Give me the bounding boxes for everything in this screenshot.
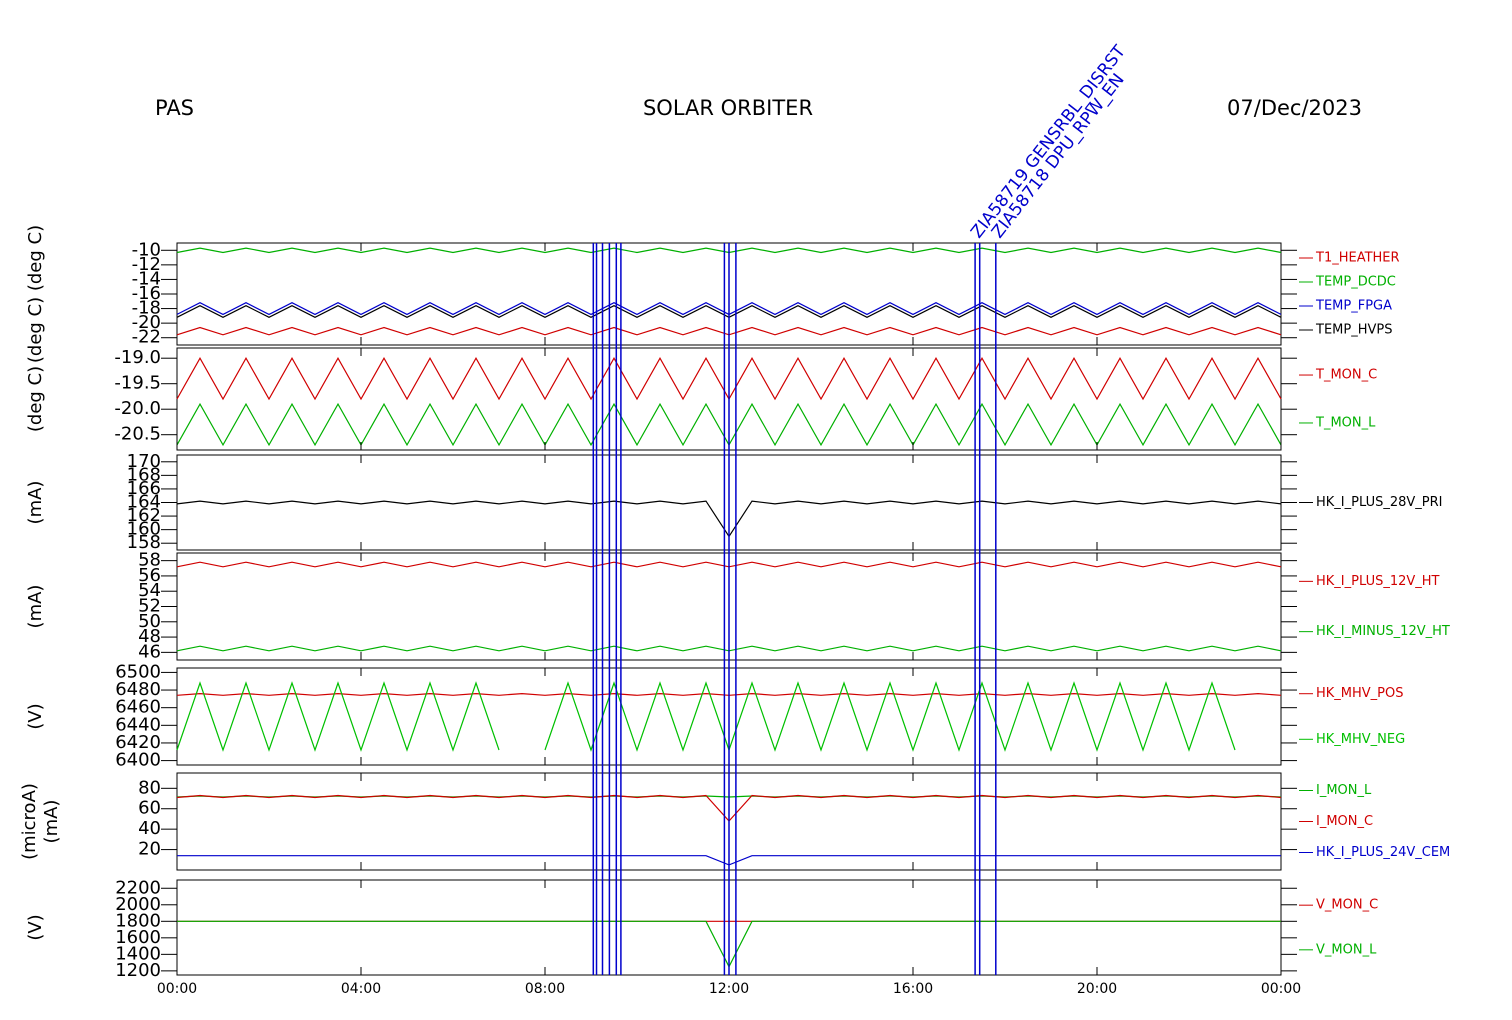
legend-label: HK_MHV_NEG bbox=[1316, 732, 1405, 747]
y-axis-label: (microA) bbox=[19, 783, 40, 860]
y-tick-label: 170 bbox=[127, 451, 161, 472]
y-axis-label: (V) bbox=[25, 914, 46, 940]
y-tick-label: 6480 bbox=[115, 679, 161, 700]
y-tick-label: 52 bbox=[138, 596, 161, 617]
y-axis-label: (deg C) (deg C) bbox=[25, 225, 46, 363]
y-tick-label: 1800 bbox=[115, 910, 161, 931]
y-tick-label: 2000 bbox=[115, 894, 161, 915]
y-axis-label: (V) bbox=[25, 703, 46, 729]
y-tick-label: 1400 bbox=[115, 943, 161, 964]
y-tick-label: 166 bbox=[127, 478, 161, 499]
legend-label: HK_I_MINUS_12V_HT bbox=[1316, 624, 1450, 639]
legend-label: HK_I_PLUS_24V_CEM bbox=[1316, 845, 1450, 860]
y-tick-label: 1200 bbox=[115, 960, 161, 981]
y-tick-label: 6500 bbox=[115, 661, 161, 682]
y-tick-label: -16 bbox=[132, 283, 161, 304]
y-tick-label: -19.5 bbox=[114, 373, 161, 394]
legend-label: T_MON_L bbox=[1315, 415, 1376, 430]
x-tick-label: 00:00 bbox=[157, 981, 197, 997]
legend-label: V_MON_C bbox=[1316, 898, 1378, 913]
x-tick-label: 16:00 bbox=[893, 981, 933, 997]
legend-label: HK_I_PLUS_28V_PRI bbox=[1316, 495, 1442, 510]
y-tick-label: 2200 bbox=[115, 877, 161, 898]
y-axis-label: (mA) bbox=[25, 481, 46, 525]
y-tick-label: -20.0 bbox=[114, 398, 161, 419]
y-tick-label: 46 bbox=[138, 641, 161, 662]
y-tick-label: 80 bbox=[138, 777, 161, 798]
y-axis-label: (mA) bbox=[25, 585, 46, 629]
x-tick-label: 08:00 bbox=[525, 981, 565, 997]
x-tick-label: 04:00 bbox=[341, 981, 381, 997]
y-tick-label: 56 bbox=[138, 565, 161, 586]
y-tick-label: 60 bbox=[138, 798, 161, 819]
legend-label: TEMP_FPGA bbox=[1315, 299, 1392, 314]
y-tick-label: -18 bbox=[132, 298, 161, 319]
header-center: SOLAR ORBITER bbox=[643, 96, 813, 120]
y-axis-label: (deg C) bbox=[25, 366, 46, 432]
x-tick-label: 20:00 bbox=[1077, 981, 1117, 997]
y-tick-label: -12 bbox=[132, 254, 161, 275]
x-tick-label: 12:00 bbox=[709, 981, 749, 997]
y-tick-label: 20 bbox=[138, 839, 161, 860]
y-tick-label: 6460 bbox=[115, 697, 161, 718]
y-tick-label: 1600 bbox=[115, 927, 161, 948]
legend-label: T_MON_C bbox=[1315, 368, 1377, 383]
y-axis-label: (mA) bbox=[41, 800, 62, 844]
legend-label: I_MON_C bbox=[1316, 814, 1373, 829]
event-annotation: ZIA58718 DPU_RPW_EN bbox=[988, 70, 1129, 242]
y-tick-label: -20.5 bbox=[114, 424, 161, 445]
y-tick-label: -14 bbox=[132, 268, 161, 289]
legend-label: T1_HEATHER bbox=[1315, 251, 1400, 266]
y-tick-label: 164 bbox=[127, 492, 161, 513]
y-tick-label: 6440 bbox=[115, 714, 161, 735]
y-tick-label: -10 bbox=[132, 239, 161, 260]
y-tick-label: 162 bbox=[127, 505, 161, 526]
y-tick-label: -22 bbox=[132, 327, 161, 348]
legend-label: I_MON_L bbox=[1316, 783, 1372, 798]
header-left: PAS bbox=[155, 96, 194, 120]
header-right: 07/Dec/2023 bbox=[1227, 96, 1362, 120]
y-tick-label: 168 bbox=[127, 464, 161, 485]
x-tick-label: 00:00 bbox=[1261, 981, 1301, 997]
y-tick-label: 6420 bbox=[115, 732, 161, 753]
y-tick-label: 40 bbox=[138, 818, 161, 839]
legend-label: V_MON_L bbox=[1316, 942, 1377, 957]
y-tick-label: 48 bbox=[138, 626, 161, 647]
legend-label: HK_I_PLUS_12V_HT bbox=[1316, 574, 1440, 589]
y-tick-label: 54 bbox=[138, 580, 161, 601]
y-tick-label: -20 bbox=[132, 312, 161, 333]
y-tick-label: 160 bbox=[127, 519, 161, 540]
y-tick-label: 158 bbox=[127, 532, 161, 553]
legend-label: TEMP_HVPS bbox=[1315, 323, 1392, 338]
legend-label: HK_MHV_POS bbox=[1316, 686, 1404, 701]
legend-label: TEMP_DCDC bbox=[1315, 275, 1396, 290]
y-tick-label: 50 bbox=[138, 611, 161, 632]
y-tick-label: 58 bbox=[138, 550, 161, 571]
event-annotation: ZIA58719 GENSRBL_DISRST bbox=[967, 41, 1130, 242]
y-tick-label: 6400 bbox=[115, 750, 161, 771]
y-tick-label: -19.0 bbox=[114, 347, 161, 368]
